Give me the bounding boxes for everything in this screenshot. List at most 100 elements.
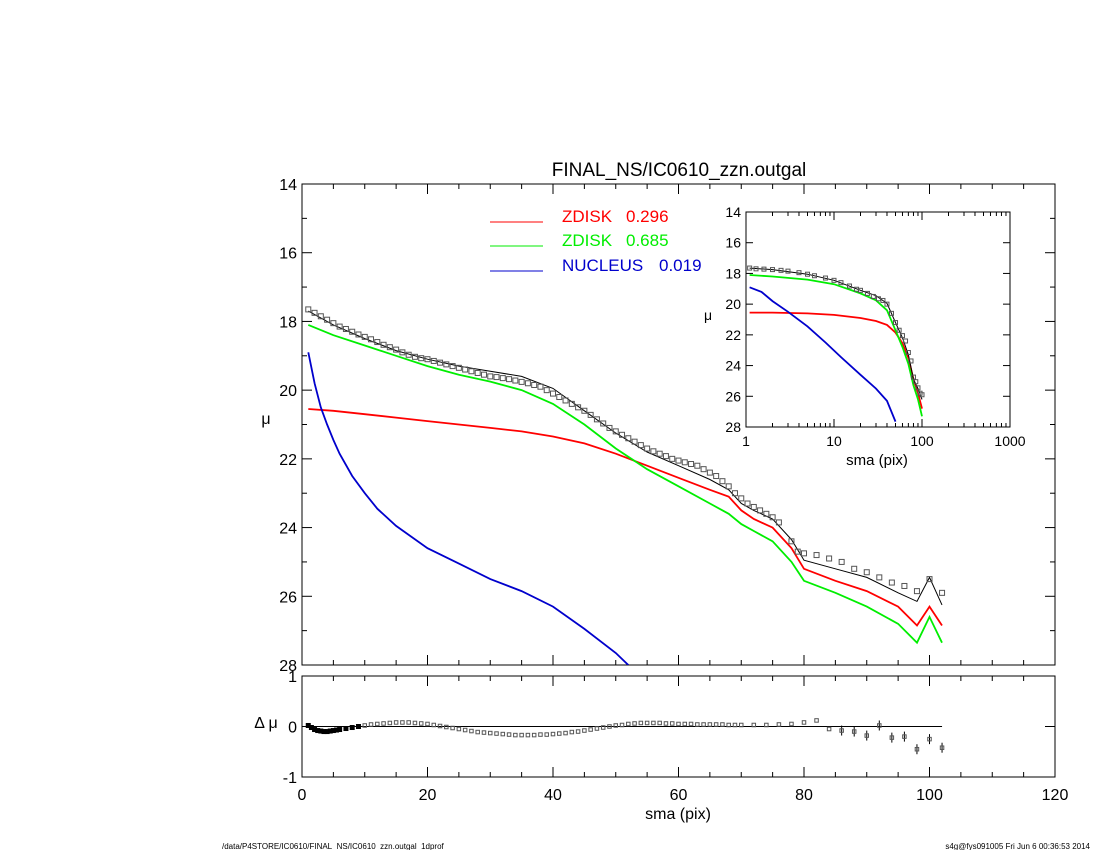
main-data-point [826,555,833,562]
main-data-point [568,400,575,407]
residual-data-point [500,731,506,737]
residual-data-point [626,721,631,727]
residual-data-point [425,721,430,727]
inset-data-point [884,301,890,307]
residual-data-point [349,725,355,731]
main-data-point [694,462,701,469]
inset-data-point [880,297,886,303]
main-data-point [713,473,720,480]
residual-xtick-label: 80 [795,787,813,804]
residual-data-point [851,729,857,734]
inset-data-point [908,358,914,364]
main-data-point [550,390,556,397]
main-data-point [775,519,782,526]
main-data-point [738,495,745,502]
main-data-point [662,453,669,460]
inset-data-point [888,310,894,316]
main-data-point [769,514,776,521]
residual-data-point [732,722,738,728]
main-data-point [487,373,494,380]
main-data-point [556,394,563,401]
main-data-point [675,457,682,464]
inset-data-point [903,338,909,344]
residual-data-point [613,723,618,728]
residual-data-point [764,722,769,728]
residual-data-point [513,732,518,738]
inset-ytick-label: 24 [725,358,741,374]
residual-data-point [939,745,945,750]
main-data-point [794,548,801,555]
inset-data-point [811,273,817,279]
residual-data-point [726,722,731,728]
inset-data-point [919,392,925,398]
main-data-point [625,435,632,442]
main-data-point [606,424,613,431]
residual-data-point [450,725,455,731]
main-data-point [876,574,883,581]
residual-data-point [902,734,907,739]
residual-ytick-label: 1 [288,669,297,686]
residual-ylabel: Δ μ [254,715,277,732]
inset-background [746,212,1010,427]
residual-data-point [456,726,462,732]
main-data-point [851,565,858,572]
main-data-point [405,351,412,358]
main-ytick-label: 24 [279,521,297,538]
residual-data-point [657,720,662,726]
legend-nucleus-value: 0.019 [659,256,702,275]
residual-data-point [362,723,367,728]
main-data-point [706,469,713,476]
inset-data-point [796,270,802,276]
inset-series [747,265,925,422]
residual-data-point [469,728,474,734]
residual-xtick-label: 60 [670,787,688,804]
residual-data-point [751,722,757,728]
residual-data-point [557,731,562,736]
residual-data-point [506,732,512,737]
inset-line-zdisk-0-685 [749,274,923,417]
residual-xtick-label: 40 [544,787,562,804]
inset-data-point [905,350,911,356]
main-ytick-label: 16 [279,246,297,263]
residual-data-point [531,732,537,738]
main-data-point [801,550,807,557]
residual-data-point [619,722,625,728]
inset-data-point [747,265,753,271]
residual-data-point [412,720,418,726]
inset-data-point [899,333,905,339]
residual-data-point [644,720,650,726]
inset-ytick-label: 18 [725,265,741,281]
inset-data-point [870,293,876,299]
main-data-point [750,503,757,510]
main-data-point [317,313,324,320]
main-data-point [863,569,870,576]
residual-data-point [343,726,349,732]
main-data-point [581,407,588,414]
main-data-point [838,558,845,565]
main-data-point [330,320,337,327]
residual-data-point [864,733,869,738]
main-data-point [443,361,450,368]
main-data-point [393,346,400,353]
main-data-point [537,383,544,390]
main-data-point [543,387,550,394]
residual-data-point [488,730,493,736]
residual-data-point [594,726,600,731]
main-data-point [462,366,469,373]
residual-data-point [713,722,719,727]
inset-data-point [753,266,759,272]
residual-data-point [739,722,744,728]
inset-xtick-label: 1000 [994,433,1025,449]
inset-data-point [769,267,775,273]
inset-data-point [838,280,844,286]
inset-line-nucleus-0-019 [749,286,897,422]
inset-ytick-label: 16 [725,235,741,251]
residual-data-point [431,722,437,728]
main-data-point [368,336,375,343]
main-data-point [506,376,513,383]
main-line-zdisk-0-296 [308,408,943,627]
residual-data-point [575,729,581,734]
main-data-point [656,450,663,457]
